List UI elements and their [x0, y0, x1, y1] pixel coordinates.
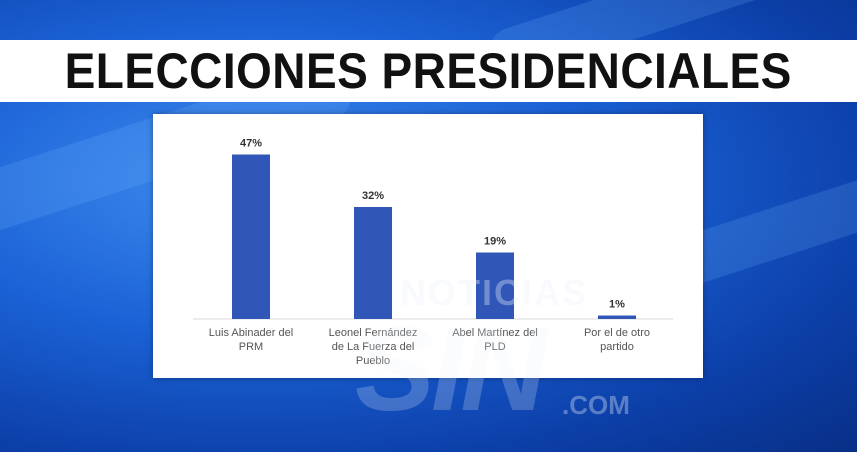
- data-label: 19%: [484, 236, 506, 248]
- bar: [598, 315, 636, 319]
- data-label: 1%: [609, 299, 625, 311]
- title-banner: ELECCIONES PRESIDENCIALES: [0, 40, 857, 102]
- page-title: ELECCIONES PRESIDENCIALES: [64, 43, 793, 99]
- category-label: Abel Martínez del PLD: [452, 327, 538, 353]
- data-label: 32%: [362, 190, 384, 202]
- watermark-com: .COM: [562, 390, 630, 420]
- bar-chart: 47% Luis Abinader del PRM 32% Leonel Fernánd…: [193, 138, 673, 367]
- category-label: Luis Abinader del PRM: [209, 327, 293, 353]
- category-label: Leonel Fernández de La Fuerza del Pueblo: [329, 327, 418, 367]
- chart-panel: 47% Luis Abinader del PRM 32% Leonel Fernánd…: [153, 114, 703, 378]
- category-label: Por el de otro partido: [584, 327, 650, 353]
- bar: [232, 154, 270, 319]
- bar: [354, 207, 392, 319]
- data-label: 47%: [240, 138, 262, 150]
- bar: [476, 252, 514, 319]
